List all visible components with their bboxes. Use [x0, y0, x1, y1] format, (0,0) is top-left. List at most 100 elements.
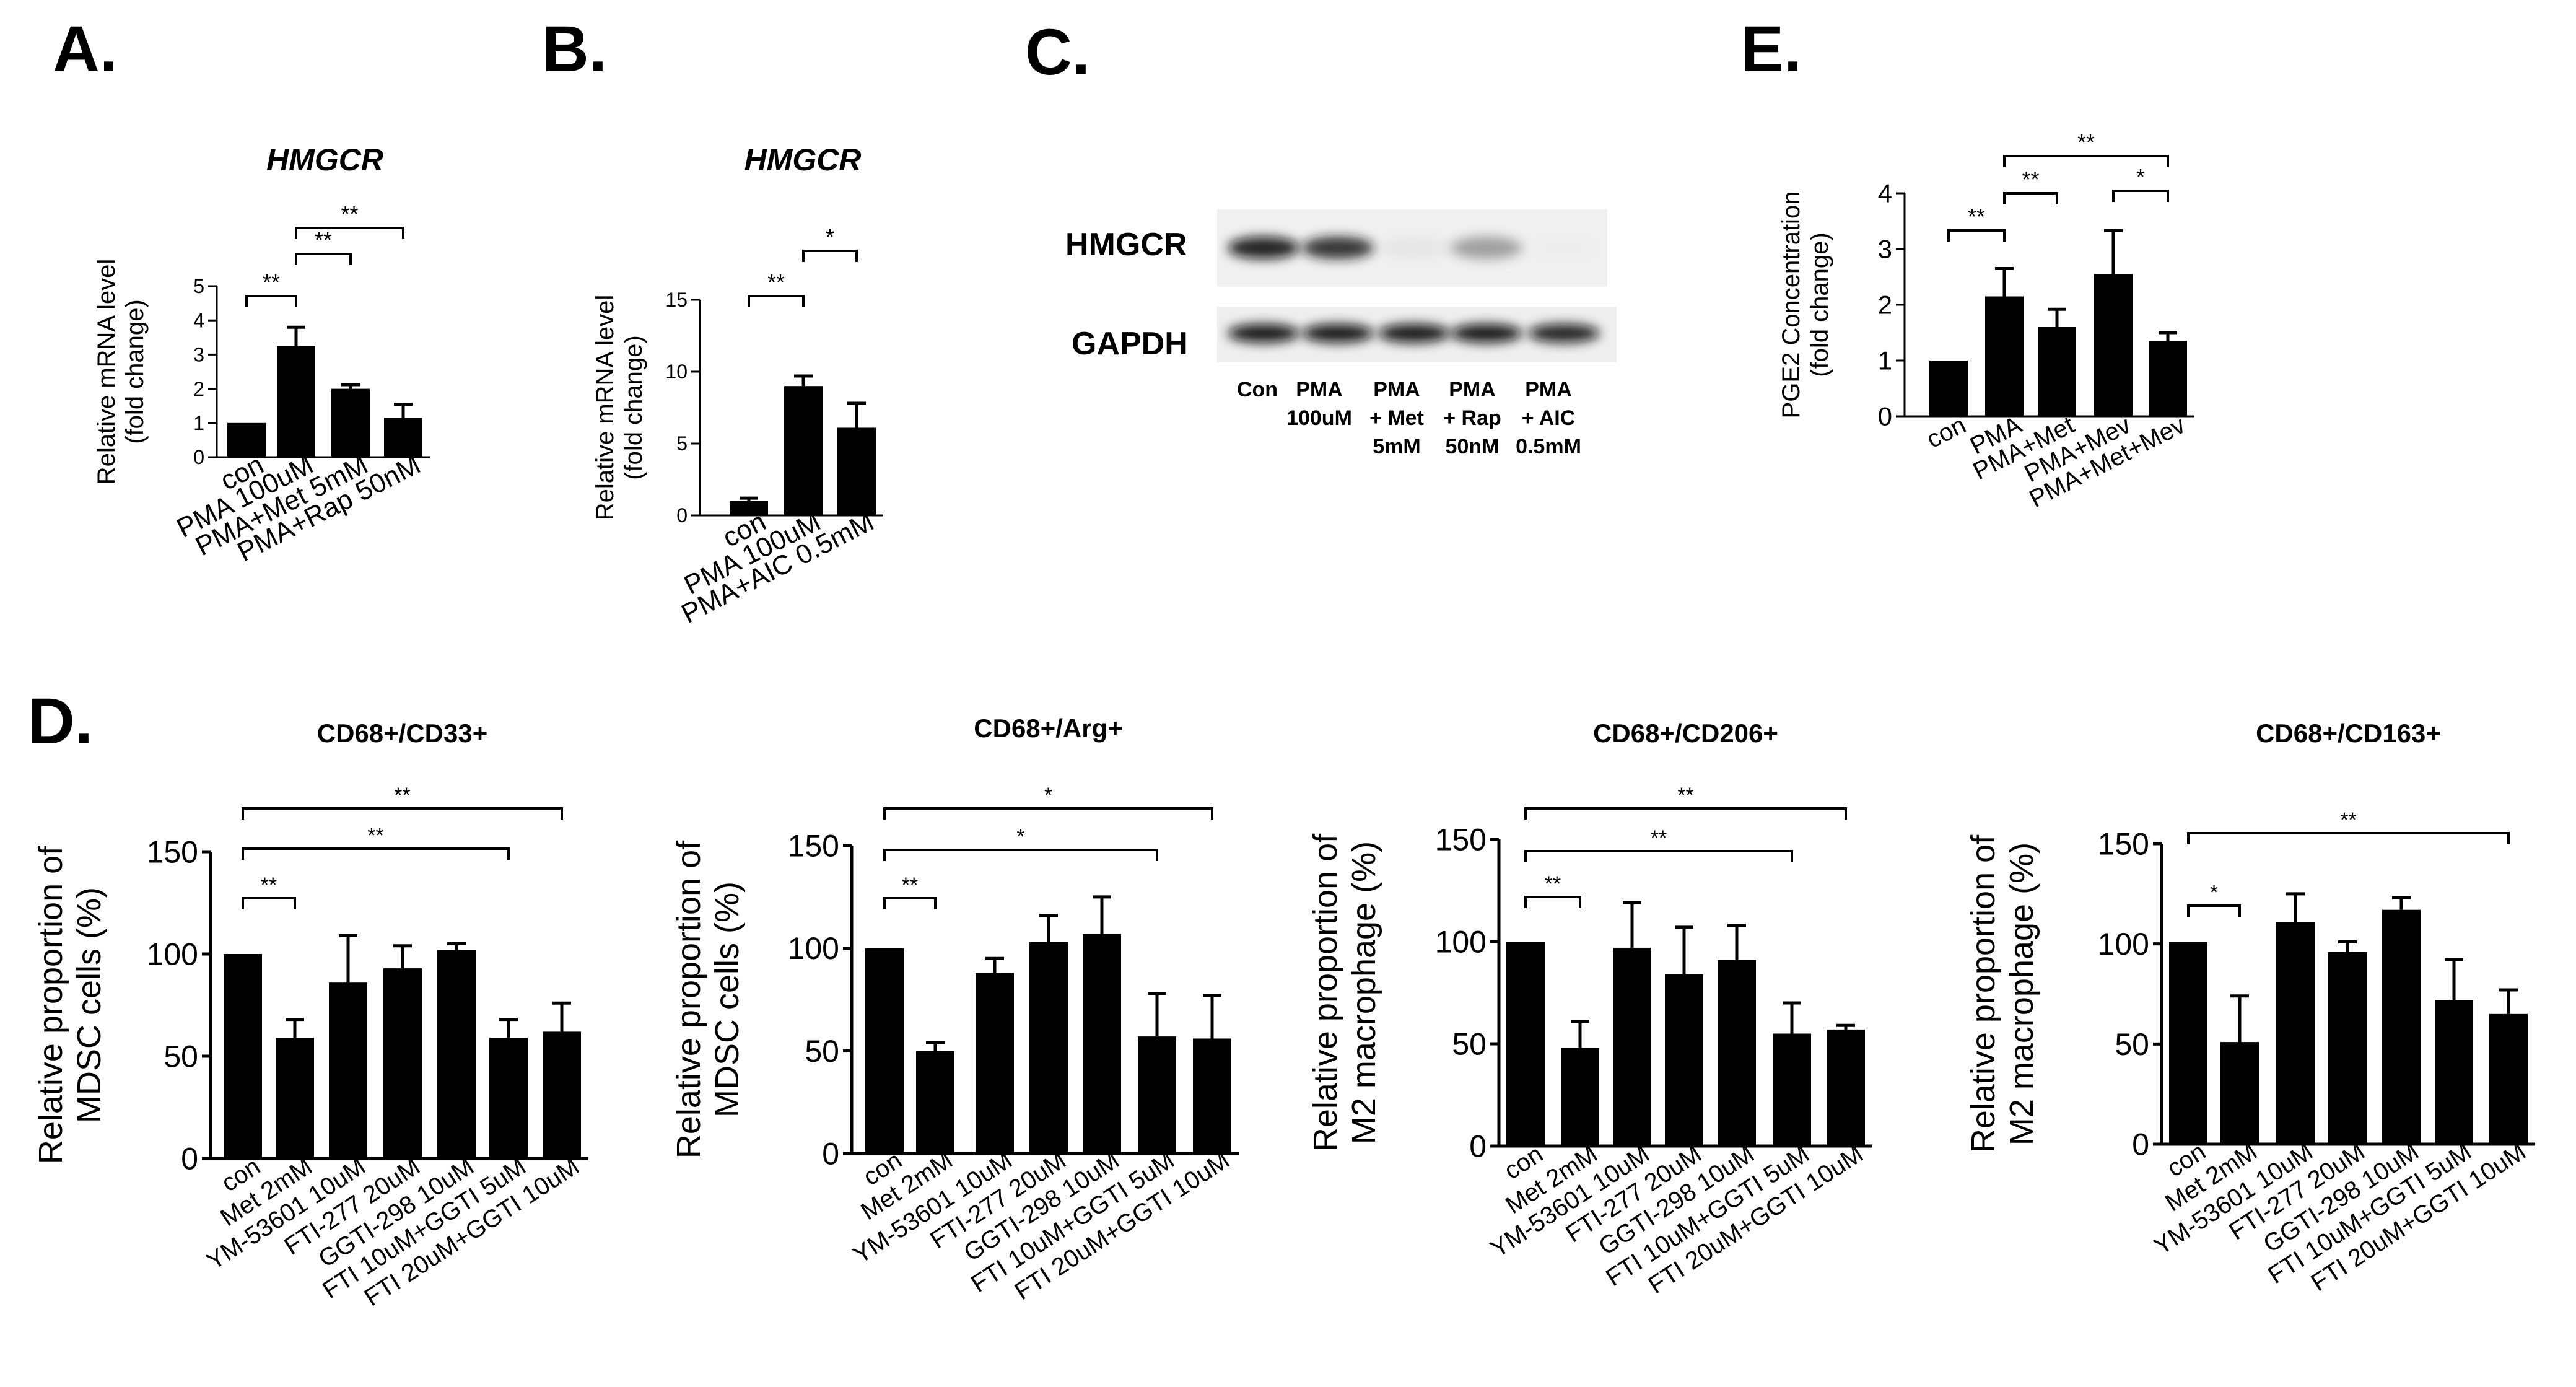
significance-bracket [2187, 904, 2241, 917]
chart-title: HMGCR [744, 142, 862, 177]
y-axis-label: MDSC cells (%) [71, 887, 108, 1123]
y-tick-label: 5 [676, 432, 688, 455]
significance-label: ** [394, 784, 410, 807]
y-tick-label: 50 [805, 1034, 839, 1069]
y-tick-label: 100 [147, 937, 198, 972]
significance-label: ** [1545, 872, 1561, 896]
bar [1929, 361, 1968, 416]
y-tick-label: 15 [665, 289, 688, 311]
significance-label: ** [902, 873, 918, 897]
y-tick-label: 150 [1435, 823, 1487, 857]
blot-band [1451, 237, 1522, 259]
significance-bracket [2003, 155, 2169, 167]
significance-bracket [1524, 807, 1847, 820]
bar [1773, 1033, 1811, 1146]
bar [1561, 1048, 1599, 1146]
bar [331, 388, 370, 457]
y-tick-label: 0 [676, 504, 688, 527]
blot-band [1451, 324, 1522, 343]
significance-bracket [2187, 832, 2510, 844]
blot-lane-label: 5mM [1373, 435, 1420, 458]
blot-band [1302, 324, 1374, 343]
chart-panel-d-cd33: CD68+/CD33+ 0 50 100 150 Relative proportion … [32, 719, 588, 1311]
y-tick-label: 3 [193, 344, 204, 366]
bar [2382, 909, 2421, 1144]
significance-label: ** [2077, 129, 2095, 155]
significance-label: ** [1677, 784, 1693, 807]
bar [2169, 942, 2207, 1144]
bar [227, 422, 266, 457]
blot-band [1378, 324, 1450, 343]
blot-band [1228, 237, 1299, 259]
blot-lane-label: + Rap [1443, 406, 1501, 430]
bar [1827, 1029, 1865, 1146]
y-tick-label: 0 [1469, 1129, 1487, 1164]
blot-lane-label: + Met [1369, 406, 1424, 430]
bar [489, 1038, 528, 1158]
y-tick-label: 4 [1878, 179, 1892, 208]
chart-title: CD68+/Arg+ [974, 714, 1122, 743]
bar [329, 982, 367, 1158]
significance-label: * [826, 224, 834, 250]
bar [276, 1038, 314, 1158]
bar [1506, 942, 1545, 1146]
y-axis-label: M2 macrophage (%) [1345, 841, 1382, 1144]
bar [2220, 1042, 2259, 1144]
y-axis-label: Relative proportion of [670, 840, 707, 1158]
significance-bracket [2112, 190, 2169, 202]
bar [916, 1051, 954, 1153]
y-tick-label: 50 [1452, 1027, 1487, 1062]
y-axis-label: Relative mRNA level [592, 295, 619, 521]
significance-label: ** [315, 227, 332, 253]
bar [1718, 960, 1756, 1146]
bar [1613, 947, 1651, 1146]
significance-label: ** [1968, 204, 1985, 229]
blot-lane-label: PMA [1296, 378, 1343, 401]
y-axis-label: MDSC cells (%) [709, 882, 746, 1118]
bar [2149, 341, 2187, 416]
significance-bracket [883, 849, 1158, 861]
chart-panel-b-hmgcr: HMGCR 0 5 10 15 Relative mRNA level (fold chan… [592, 142, 883, 629]
y-tick-label: 0 [181, 1142, 198, 1176]
category-label: con [1923, 411, 1970, 453]
chart-panel-a-hmgcr: HMGCR 0 1 2 3 4 5 Relative mRNA level (fold chan… [93, 142, 430, 567]
bar [1138, 1036, 1176, 1153]
significance-bracket [245, 295, 297, 307]
significance-label: * [2136, 164, 2145, 190]
y-tick-label: 100 [788, 931, 839, 966]
blot-lane-label: 100uM [1286, 406, 1352, 430]
panel-letter-b: B. [542, 13, 607, 85]
chart-panel-d-cd206: CD68+/CD206+ 0 50 100 150 Relative proportion… [1307, 719, 1872, 1299]
y-axis-label: Relative proportion of [1307, 833, 1344, 1152]
y-tick-label: 50 [2115, 1027, 2149, 1062]
bar [976, 973, 1014, 1153]
bar [2489, 1013, 2528, 1144]
blot-band [1528, 237, 1600, 259]
significance-bracket [242, 847, 510, 860]
chart-title: CD68+/CD33+ [317, 719, 487, 748]
blot-lane-label: PMA [1525, 378, 1572, 401]
blot-band [1302, 237, 1374, 259]
significance-bracket [1947, 229, 2006, 242]
blot-lane-label: PMA [1373, 378, 1420, 401]
bar [1083, 934, 1121, 1153]
significance-bracket [1524, 850, 1793, 862]
blot-lane-label: + AIC [1522, 406, 1576, 430]
y-tick-label: 2 [1878, 291, 1892, 320]
panel-letter-a: A. [53, 13, 118, 85]
significance-label: ** [767, 269, 785, 295]
bar [1029, 942, 1068, 1153]
significance-bracket [2003, 192, 2058, 204]
significance-bracket [1524, 896, 1581, 908]
bar [543, 1031, 581, 1158]
y-axis-label: Relative mRNA level [93, 259, 120, 485]
significance-label: ** [2022, 167, 2039, 192]
y-axis-label: (fold change) [1806, 232, 1833, 377]
significance-label: * [1016, 825, 1024, 849]
blot-lane-label: PMA [1449, 378, 1496, 401]
y-tick-label: 4 [193, 309, 204, 331]
chart-title: CD68+/CD163+ [2256, 719, 2441, 748]
bar [784, 386, 823, 515]
